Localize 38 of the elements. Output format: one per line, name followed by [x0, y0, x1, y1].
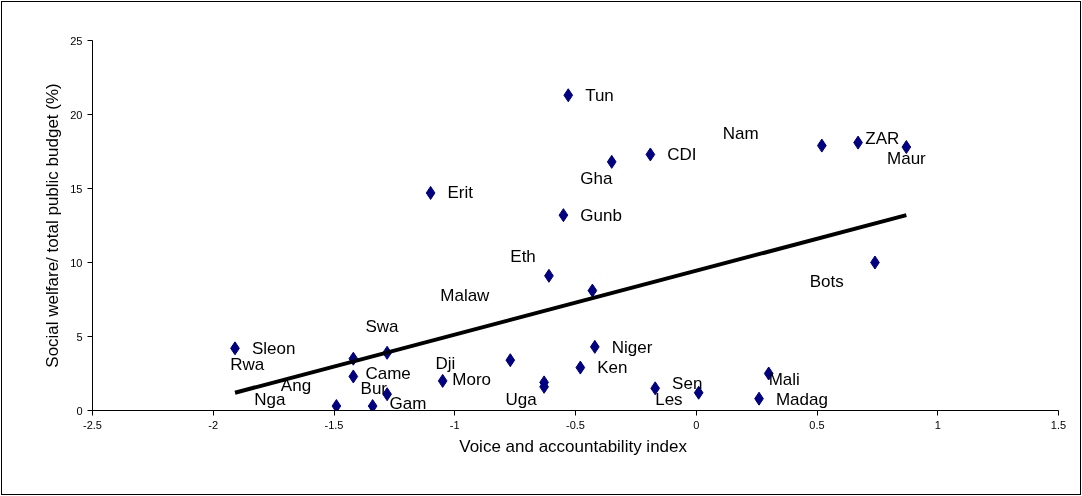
x-tick-label: -2: [208, 418, 219, 431]
x-axis-title: Voice and accountability index: [459, 436, 688, 456]
y-tick-label: 25: [70, 34, 83, 47]
annotation: Gha: [580, 168, 614, 188]
annotation: Bots: [809, 271, 844, 291]
y-tick-label: 10: [70, 256, 83, 269]
annotation: Mali: [768, 369, 800, 389]
annotation: Ken: [597, 358, 628, 378]
annotation: Malaw: [440, 285, 491, 305]
x-tick-label: 0: [693, 418, 700, 431]
y-tick-label: 5: [76, 330, 83, 343]
y-tick-label: 20: [70, 108, 83, 121]
annotation: Rwa: [230, 355, 265, 375]
annotation: Sleon: [251, 338, 296, 358]
annotation: Gunb: [580, 205, 622, 225]
annotation: ZAR: [865, 128, 900, 148]
annotation: Swa: [365, 316, 400, 336]
x-tick-label: -1: [449, 418, 460, 431]
annotation: Gam: [389, 393, 427, 413]
y-axis-title: Social welfare/ total public budget (%): [43, 83, 63, 368]
annotation: Maur: [887, 149, 927, 169]
x-tick-label: -2.5: [83, 418, 102, 431]
x-tick-label: 1: [934, 418, 941, 431]
annotation: Uga: [505, 389, 538, 409]
y-tick-label: 0: [76, 404, 83, 417]
annotation: Madag: [775, 389, 828, 409]
x-tick-label: -0.5: [566, 418, 585, 431]
annotation: CDI: [667, 144, 697, 164]
x-tick-label: 0.5: [809, 418, 825, 431]
annotation: Nam: [722, 123, 759, 143]
x-tick-label: -1.5: [324, 418, 344, 431]
x-tick-label: 1.5: [1050, 418, 1067, 431]
annotation: Niger: [611, 338, 653, 358]
annotation: Erit: [447, 183, 474, 203]
annotation: Ang: [280, 375, 312, 395]
annotation: Tun: [585, 85, 614, 105]
annotation: Eth: [510, 247, 536, 267]
y-tick-label: 15: [70, 182, 83, 195]
